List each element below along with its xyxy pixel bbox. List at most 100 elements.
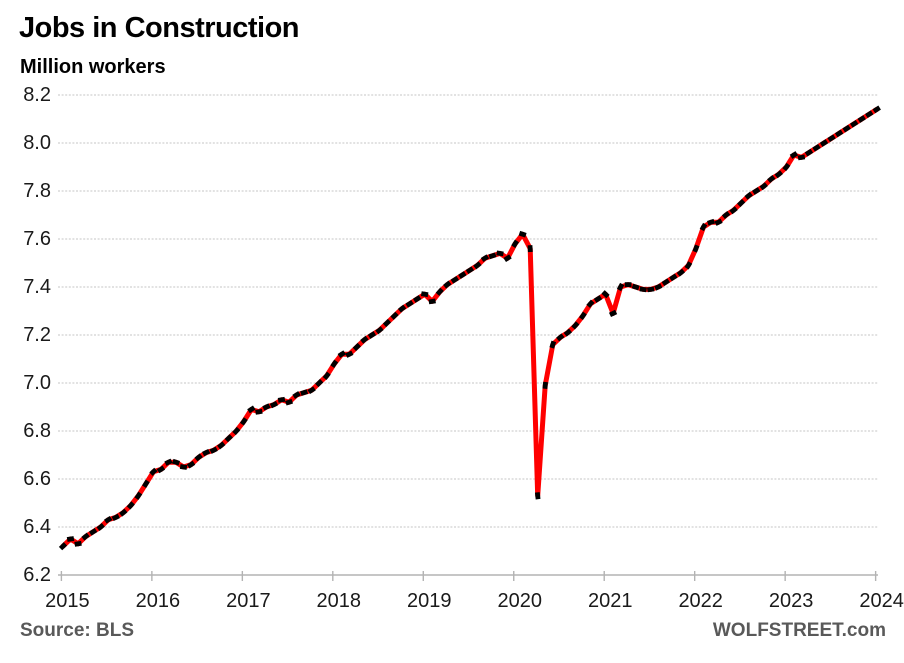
data-point-marker <box>687 263 691 269</box>
x-tick-label: 2017 <box>226 590 271 612</box>
data-point-marker <box>136 493 140 499</box>
data-point-marker <box>753 189 759 193</box>
data-point-marker <box>325 373 329 378</box>
data-point-marker <box>731 208 736 212</box>
data-point-marker <box>437 289 442 294</box>
data-point-marker <box>588 301 593 306</box>
y-tick-label: 6.2 <box>23 564 51 586</box>
y-tick-label: 7.2 <box>23 324 51 346</box>
data-point-marker <box>339 352 345 356</box>
data-point-marker <box>113 516 119 519</box>
data-point-marker <box>859 117 865 121</box>
x-tick-label: 2024 <box>859 590 904 612</box>
data-point-marker <box>377 328 382 332</box>
y-tick-label: 7.0 <box>23 372 51 394</box>
data-point-marker <box>211 449 217 452</box>
data-point-marker <box>723 213 728 217</box>
y-tick-label: 7.4 <box>23 276 51 298</box>
data-point-marker <box>90 530 96 534</box>
data-point-marker <box>278 399 285 400</box>
data-point-marker <box>663 280 669 284</box>
data-point-marker <box>98 525 103 529</box>
data-point-marker <box>234 428 239 433</box>
data-point-marker <box>121 510 126 514</box>
data-point-marker <box>180 466 187 467</box>
x-tick-label: 2016 <box>136 590 181 612</box>
data-point-marker <box>362 338 367 342</box>
data-point-marker <box>188 463 194 467</box>
data-point-marker <box>603 292 608 297</box>
data-point-marker <box>489 255 495 257</box>
data-point-marker <box>317 381 322 386</box>
data-point-marker <box>242 419 246 425</box>
data-point-marker <box>414 297 420 301</box>
data-point-marker <box>844 127 850 131</box>
data-point-marker <box>165 461 171 464</box>
data-point-marker <box>173 461 179 463</box>
data-point-marker <box>392 313 397 318</box>
x-tick-label: 2021 <box>588 590 633 612</box>
data-point-marker <box>67 538 74 539</box>
data-point-marker <box>445 282 450 286</box>
data-point-marker <box>821 141 827 145</box>
data-point-marker <box>354 345 359 350</box>
data-point-marker <box>151 469 156 474</box>
data-point-marker <box>196 455 201 459</box>
data-point-marker <box>829 136 835 140</box>
data-point-marker <box>558 335 563 339</box>
data-point-marker <box>545 382 546 389</box>
data-point-marker <box>670 276 676 280</box>
data-point-marker <box>678 270 683 274</box>
data-point-marker <box>467 268 473 272</box>
data-point-marker <box>294 393 300 397</box>
data-point-marker <box>610 312 616 315</box>
data-point-marker <box>346 353 352 356</box>
y-tick-label: 6.6 <box>23 468 51 490</box>
data-point-marker <box>83 534 88 538</box>
x-tick-label: 2018 <box>317 590 362 612</box>
data-point-marker <box>219 443 224 447</box>
data-point-marker <box>459 273 465 277</box>
data-point-marker <box>399 306 404 310</box>
chart-subtitle: Million workers <box>20 56 166 79</box>
y-tick-label: 6.4 <box>23 516 51 538</box>
data-point-marker <box>552 341 554 347</box>
data-point-marker <box>158 468 164 472</box>
data-point-marker <box>385 321 390 326</box>
data-point-marker <box>595 297 601 301</box>
data-point-marker <box>309 388 315 392</box>
data-point-marker <box>769 177 774 181</box>
data-point-marker <box>226 436 231 441</box>
x-tick-label: 2023 <box>769 590 814 612</box>
data-point-marker <box>286 401 292 403</box>
data-point-marker <box>715 221 721 224</box>
data-point-marker <box>851 122 857 126</box>
data-point-marker <box>874 108 880 112</box>
data-point-marker <box>256 411 263 412</box>
y-tick-label: 7.8 <box>23 180 51 202</box>
data-point-marker <box>761 184 766 188</box>
data-point-marker <box>746 194 751 198</box>
data-point-marker <box>369 333 375 337</box>
data-point-marker <box>739 201 744 206</box>
data-point-marker <box>271 403 277 406</box>
data-point-marker <box>791 153 797 157</box>
data-point-marker <box>513 241 517 247</box>
data-point-marker <box>249 408 255 412</box>
data-point-marker <box>421 294 428 295</box>
data-point-marker <box>105 518 111 522</box>
data-point-marker <box>565 330 570 334</box>
y-tick-label: 6.8 <box>23 420 51 442</box>
data-point-marker <box>519 233 525 235</box>
data-point-marker <box>619 284 622 290</box>
data-point-marker <box>814 146 820 150</box>
data-point-marker <box>581 313 585 319</box>
data-point-marker <box>203 451 209 454</box>
data-point-marker <box>695 245 697 251</box>
data-point-marker <box>798 157 805 158</box>
chart-title: Jobs in Construction <box>19 12 299 45</box>
data-line <box>63 109 877 546</box>
data-point-marker <box>475 263 480 267</box>
